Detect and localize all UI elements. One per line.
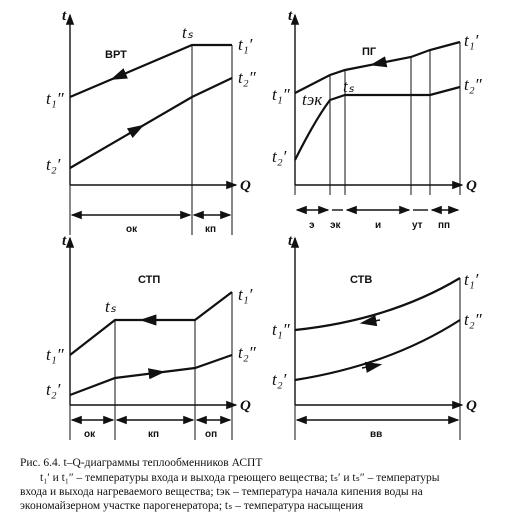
panel-stp: t Q СТП tₛ t₁′ t₂″ t₁″ t₂′ ок кп оп xyxy=(46,233,257,440)
panel-pg: t Q ПГ t₁′ t₂″ t₁″ tэк tₛ t₂′ э эк и ут … xyxy=(272,8,483,231)
segment-label: э xyxy=(309,220,315,231)
arrow xyxy=(369,56,391,68)
label: t₁″ xyxy=(46,89,65,108)
label: t₁′ xyxy=(238,35,253,54)
segment-label: ок xyxy=(126,224,138,235)
panel-title: ПГ xyxy=(362,46,377,58)
hot-curve xyxy=(294,277,461,332)
segment-label: эк xyxy=(330,220,342,231)
segment-label: ут xyxy=(412,220,423,231)
label: t₁′ xyxy=(464,270,479,289)
label: tₛ xyxy=(182,23,194,42)
label: tₛ xyxy=(343,77,355,96)
segment-label: вв xyxy=(370,429,382,440)
arrow xyxy=(110,68,131,80)
segment-label: кп xyxy=(148,429,159,440)
divider xyxy=(69,292,233,440)
axis-t: t xyxy=(288,233,293,249)
caption: Рис. 6.4. t–Q-диаграммы теплообменников … xyxy=(20,457,440,512)
label: t₂′ xyxy=(272,147,287,166)
segment-label: оп xyxy=(205,429,217,440)
label: t₂′ xyxy=(272,370,287,389)
segment-label: ок xyxy=(84,429,96,440)
divider xyxy=(69,45,233,235)
axis-t: t xyxy=(62,233,67,249)
label: t₁′ xyxy=(238,285,253,304)
divider xyxy=(294,42,461,195)
label: t₂′ xyxy=(46,155,61,174)
panel-title: СТП xyxy=(138,274,160,286)
segment-label: и xyxy=(375,220,381,231)
axis-t: t xyxy=(62,8,67,24)
label: t₁″ xyxy=(272,85,291,104)
cold-curve xyxy=(294,85,461,161)
panel-title: ВРТ xyxy=(105,49,127,61)
cold-curve xyxy=(69,353,233,397)
axis-q: Q xyxy=(466,178,477,194)
divider xyxy=(294,278,461,440)
label: t₂′ xyxy=(46,380,61,399)
arrow xyxy=(144,368,166,380)
caption-line: t₁′ и t₁″ – температуры входа и выхода г… xyxy=(40,472,440,484)
axis-t: t xyxy=(288,8,293,24)
label: t₁′ xyxy=(464,31,479,50)
label: tэк xyxy=(302,90,323,109)
label: tₛ xyxy=(105,297,117,316)
cold-curve xyxy=(69,77,233,169)
hot-curve xyxy=(69,291,233,356)
label: t₁″ xyxy=(46,345,65,364)
label: t₂″ xyxy=(464,310,483,329)
segment-label: пп xyxy=(438,220,450,231)
label: t₂″ xyxy=(464,75,483,94)
panel-title: СТВ xyxy=(350,274,372,286)
label: t₂″ xyxy=(238,68,257,87)
axis-q: Q xyxy=(240,398,251,414)
arrow xyxy=(124,124,145,139)
caption-line: экономайзерном участке парогенератора; t… xyxy=(20,500,364,512)
hot-curve xyxy=(294,40,461,94)
axis-q: Q xyxy=(466,398,477,414)
caption-line: входа и выхода нагреваемого вещества; tэ… xyxy=(20,486,423,498)
label: t₁″ xyxy=(272,320,291,339)
panel-stv: t Q СТВ t₁′ t₂″ t₁″ t₂′ вв xyxy=(272,233,483,440)
axis-q: Q xyxy=(240,178,251,194)
arrow xyxy=(361,361,383,373)
caption-line: Рис. 6.4. t–Q-диаграммы теплообменников … xyxy=(20,457,262,469)
panel-vrt: t Q ВРТ tₛ t₁′ t₂″ t₁″ t₂′ ок кп xyxy=(46,8,257,235)
arrow xyxy=(359,315,381,327)
segment-label: кп xyxy=(205,224,216,235)
label: t₂″ xyxy=(238,343,257,362)
cold-curve xyxy=(294,319,461,382)
